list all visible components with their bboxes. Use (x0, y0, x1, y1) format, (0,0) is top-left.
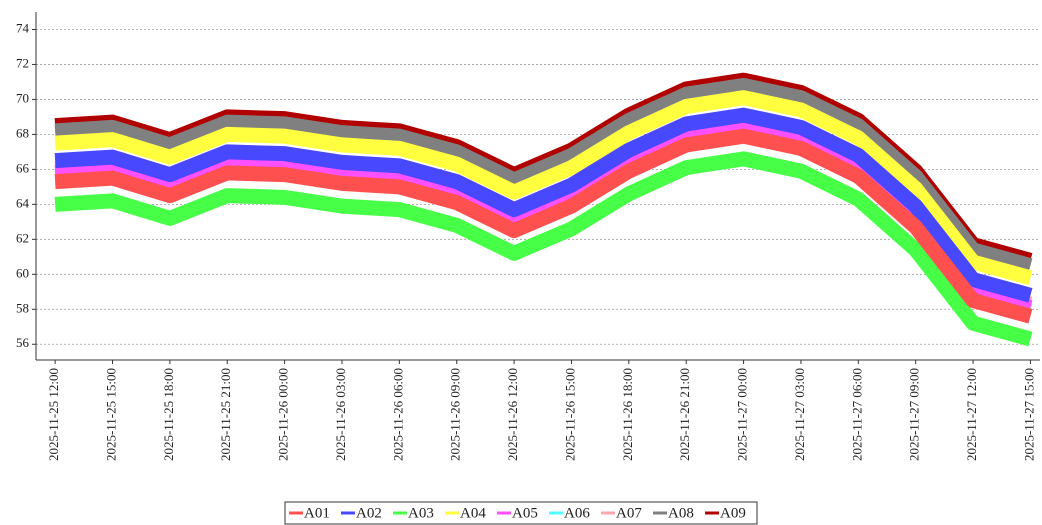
legend-box (284, 501, 758, 525)
x-tick-label: 2025-11-27 06:00 (849, 368, 864, 461)
x-tick-label: 2025-11-27 09:00 (907, 368, 922, 461)
x-tick-label: 2025-11-27 15:00 (1021, 368, 1036, 461)
series-line (54, 107, 1033, 303)
legend-label: A08 (668, 505, 694, 521)
x-tick-label: 2025-11-25 15:00 (103, 368, 118, 461)
y-tick-label: 68 (16, 125, 29, 140)
x-tick-label: 2025-11-26 09:00 (448, 368, 463, 461)
x-tick-label: 2025-11-26 21:00 (677, 368, 692, 461)
series-line (54, 151, 1033, 347)
x-tick-label: 2025-11-25 18:00 (161, 368, 176, 461)
legend-label: A06 (564, 505, 590, 521)
y-tick-label: 64 (16, 195, 30, 210)
x-tick-label: 2025-11-26 12:00 (505, 368, 520, 461)
x-tick-label: 2025-11-26 03:00 (333, 368, 348, 461)
legend-label: A01 (304, 505, 330, 521)
x-tick-label: 2025-11-25 21:00 (218, 368, 233, 461)
series-line (54, 128, 1033, 324)
y-tick-label: 56 (16, 335, 30, 350)
series-line (54, 77, 1033, 273)
x-tick-label: 2025-11-26 00:00 (276, 368, 291, 461)
legend-label: A02 (356, 505, 382, 521)
y-tick-label: 74 (16, 20, 30, 35)
legend-label: A09 (720, 505, 746, 521)
legend-label: A05 (512, 505, 538, 521)
x-tick-label: 2025-11-26 06:00 (390, 368, 405, 461)
legend-label: A04 (460, 505, 486, 521)
series-line (54, 90, 1033, 286)
x-tick-label: 2025-11-27 12:00 (964, 368, 979, 461)
x-tick-label: 2025-11-27 00:00 (735, 368, 750, 461)
y-tick-label: 66 (16, 160, 30, 175)
legend-label: A03 (408, 505, 434, 521)
y-tick-label: 72 (16, 55, 29, 70)
y-tick-label: 60 (16, 265, 29, 280)
x-tick-label: 2025-11-27 03:00 (792, 368, 807, 461)
y-tick-label: 70 (16, 90, 29, 105)
x-tick-label: 2025-11-26 15:00 (562, 368, 577, 461)
legend-label: A07 (616, 505, 642, 521)
y-tick-label: 62 (16, 230, 29, 245)
y-tick-label: 58 (16, 300, 29, 315)
x-tick-label: 2025-11-26 18:00 (620, 368, 635, 461)
x-tick-label: 2025-11-25 12:00 (46, 368, 61, 461)
